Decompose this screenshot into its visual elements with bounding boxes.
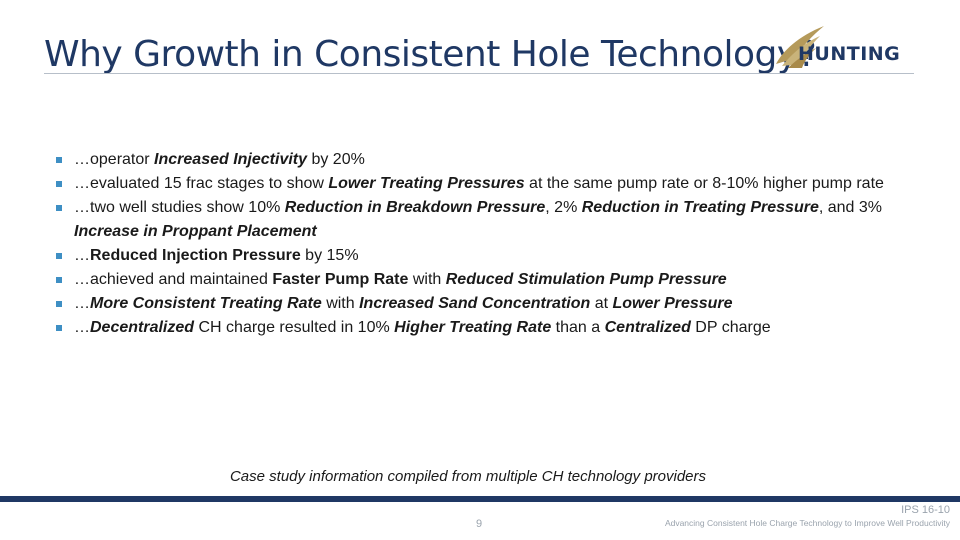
bullet-text: … [74,319,90,336]
bullet-text: …two well studies show 10% [74,199,285,216]
bullet-item: …two well studies show 10% Reduction in … [56,196,916,244]
bullet-emphasis: Faster Pump Rate [272,271,409,288]
bullet-text: …achieved and maintained [74,271,273,288]
bullet-emphasis: Increased Injectivity [154,151,308,168]
bullet-marker-icon [56,325,62,331]
bullet-emphasis: More Consistent Treating Rate [90,295,322,312]
bullet-list: …operator Increased Injectivity by 20% …e… [56,148,916,340]
bullet-emphasis: Decentralized [90,319,195,336]
bullet-emphasis: Reduced Stimulation Pump Pressure [445,271,727,288]
bullet-item: …More Consistent Treating Rate with Incr… [56,292,916,316]
page-number: 9 [476,518,483,530]
title-rule [44,73,914,74]
bullet-text: than a [551,319,605,336]
bullet-item: …achieved and maintained Faster Pump Rat… [56,268,916,292]
bullet-emphasis: Lower Treating Pressures [328,175,524,192]
bullet-emphasis: Reduction in Treating Pressure [581,199,819,216]
bullet-emphasis: Decentralized [90,319,194,336]
bullet-emphasis: Reduction in Breakdown Pressure [285,199,546,216]
bullet-marker-icon [56,181,62,187]
bullet-emphasis: Reduction in Treating Pressure [582,199,819,216]
bullet-text: with [408,271,446,288]
bullet-emphasis: Centralized [605,319,691,336]
bullet-text: , and 3% [818,199,882,216]
bullet-marker-icon [56,157,62,163]
bullet-emphasis: Increased Injectivity [154,151,307,168]
bullet-text: by 15% [300,247,359,264]
hunting-logo: HUNTING [772,24,918,72]
logo-wordmark: HUNTING [798,43,901,65]
bullet-emphasis: Reduced Injection Pressure [90,247,301,264]
bullet-marker-icon [56,253,62,259]
bullet-text: by 20% [307,151,365,168]
bullet-text: …operator [74,151,155,168]
bullet-emphasis: Increase in Proppant Placement [74,223,317,240]
caption: Case study information compiled from mul… [229,468,707,485]
bullet-item: …operator Increased Injectivity by 20% [56,148,916,172]
footer-code: IPS 16-10 [901,504,950,516]
bullet-emphasis: Increase in Proppant Placement [74,223,317,240]
bullet-emphasis: Reduction in Breakdown Pressure [284,199,546,216]
bullet-marker-icon [56,205,62,211]
bullet-marker-icon [56,301,62,307]
bullet-text: …evaluated 15 frac stages to show [74,175,329,192]
bullet-text: CH charge resulted in 10% [194,319,395,336]
bullet-emphasis: Higher Treating Rate [394,319,552,336]
bullet-text: , 2% [545,199,582,216]
footer [0,502,960,540]
wing-icon [776,26,824,68]
bullet-text: with [321,295,360,312]
bullet-emphasis: Centralized [604,319,691,336]
bullet-text: … [74,247,90,264]
bullet-emphasis: Lower Treating Pressures [328,175,525,192]
bullet-item: …evaluated 15 frac stages to show Lower … [56,172,916,196]
bullet-text: … [74,295,90,312]
bullet-marker-icon [56,277,62,283]
bullet-text: at the same pump rate or 8-10% higher pu… [524,175,884,192]
bullet-emphasis: Lower Pressure [612,295,733,312]
bullet-emphasis: More Consistent Treating Rate [90,295,322,312]
bullet-emphasis: Increased Sand Concentration [359,295,591,312]
bullet-emphasis: Reduced Stimulation Pump Pressure [446,271,727,288]
slide-title: Why Growth in Consistent Hole Technology… [44,34,817,75]
bullet-emphasis: Increased Sand Concentration [359,295,590,312]
bullet-text: at [590,295,613,312]
footer-text: Advancing Consistent Hole Charge Technol… [664,518,950,528]
bullet-item: …Reduced Injection Pressure by 15% [56,244,916,268]
footer-bar [0,496,960,502]
bullet-text: DP charge [690,319,771,336]
bullet-emphasis: Higher Treating Rate [394,319,551,336]
bullet-item: …Decentralized CH charge resulted in 10%… [56,316,916,340]
bullet-emphasis: Lower Pressure [613,295,733,312]
